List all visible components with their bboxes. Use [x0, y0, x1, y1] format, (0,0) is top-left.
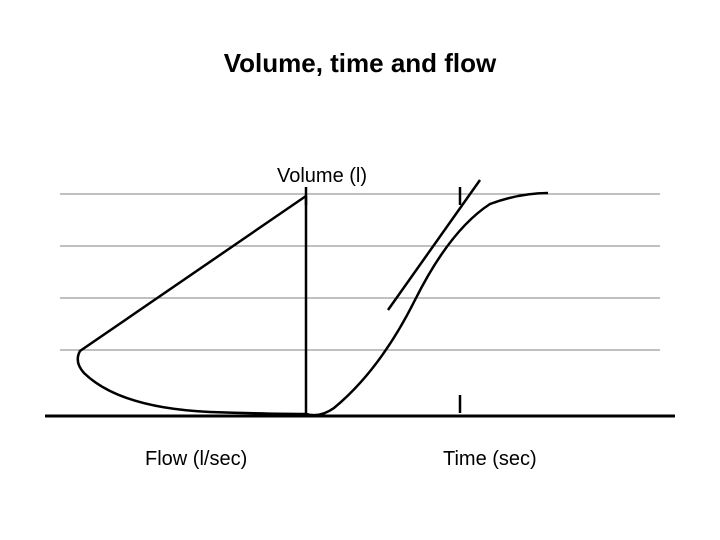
gridlines [60, 194, 660, 350]
ticks [306, 187, 460, 413]
chart-svg [0, 0, 720, 540]
